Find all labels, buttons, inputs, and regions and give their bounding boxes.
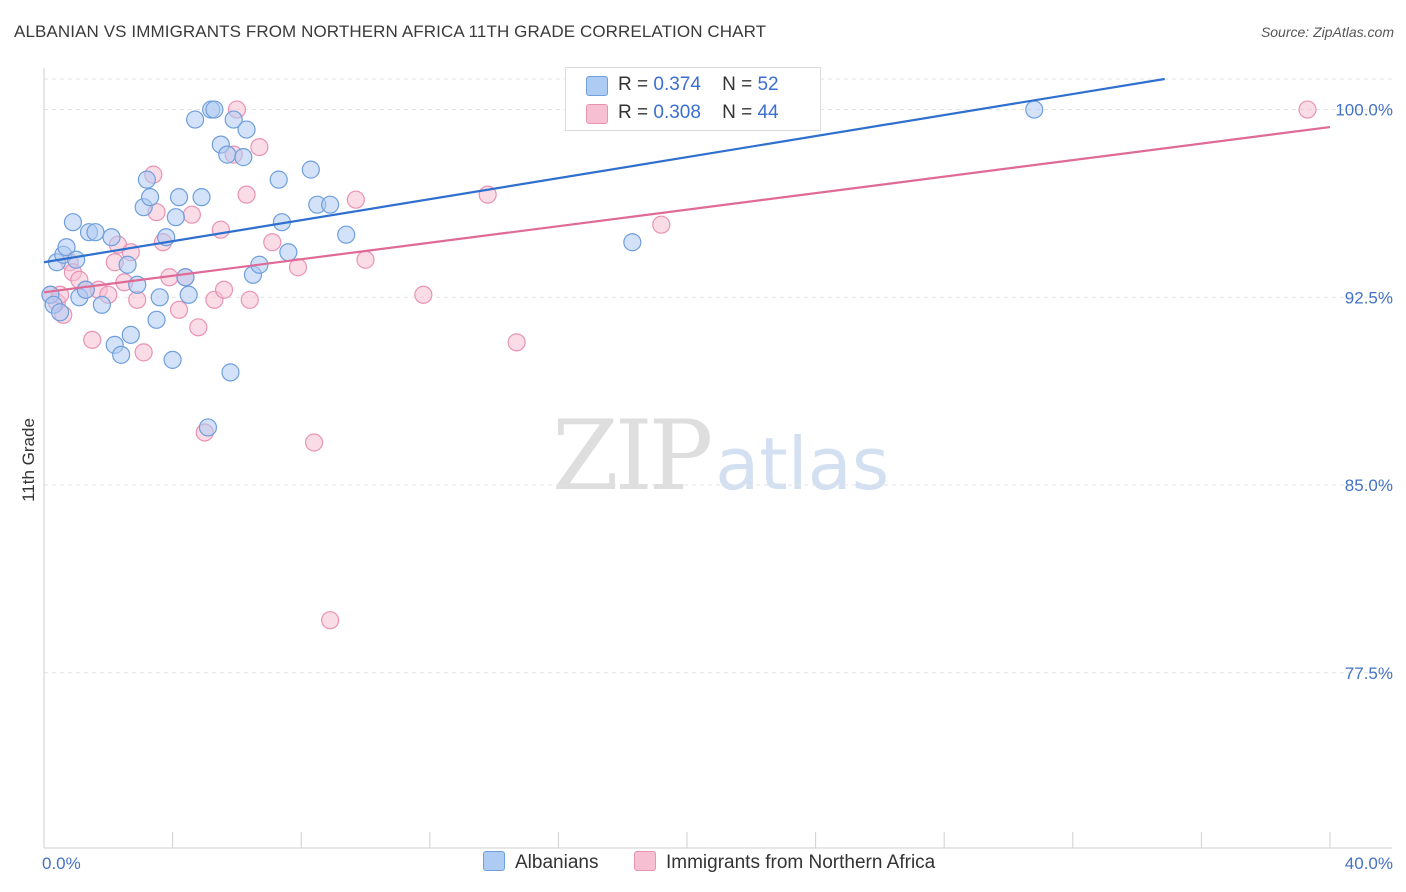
data-point [166, 208, 185, 227]
data-point [198, 418, 218, 437]
bottom-legend-label: Albanians [515, 852, 599, 873]
legend-r-value: 0.308 [653, 102, 701, 123]
legend-n-value: 44 [757, 102, 779, 123]
data-point [192, 188, 211, 207]
y-tick-label: 92.5% [1345, 288, 1393, 307]
data-point [50, 303, 70, 322]
legend-n-label: N = [722, 102, 753, 123]
data-point [321, 195, 340, 214]
data-point [163, 350, 182, 369]
data-point [321, 611, 340, 630]
data-point [121, 325, 140, 344]
data-point [147, 310, 166, 329]
data-point [279, 243, 298, 262]
bottom-legend-swatch-pink [634, 851, 656, 871]
data-point [346, 190, 365, 209]
watermark-zip: ZIP [552, 400, 713, 512]
data-point [269, 170, 288, 189]
data-point [86, 223, 105, 242]
data-point [237, 120, 256, 139]
data-point [304, 433, 324, 452]
trend-line [43, 125, 1331, 294]
data-point [205, 100, 224, 119]
gridlines [44, 78, 1392, 674]
data-point [67, 250, 86, 269]
data-point [301, 160, 320, 179]
data-point [118, 255, 137, 274]
data-point [507, 333, 526, 352]
data-point [150, 288, 169, 307]
data-point [356, 250, 375, 269]
watermark: ZIPatlas [552, 400, 889, 512]
data-point [1298, 100, 1317, 119]
data-point [182, 205, 201, 224]
series-blue-points [41, 100, 1044, 437]
bottom-legend-swatch-blue [483, 851, 505, 871]
data-point [134, 343, 153, 362]
data-point [263, 233, 282, 252]
legend-n-value: 52 [757, 74, 779, 95]
y-axis-label: 11th Grade [19, 418, 38, 502]
data-point [237, 185, 256, 204]
x-tick-label: 0.0% [42, 854, 81, 873]
data-point [186, 110, 205, 129]
legend-swatch-pink [586, 104, 608, 124]
legend-r-label: R = [618, 74, 649, 95]
data-point [623, 233, 642, 252]
legend-r-label: R = [618, 102, 649, 123]
source-label: Source: ZipAtlas.com [1260, 24, 1394, 40]
data-point [224, 110, 243, 129]
data-point [102, 228, 121, 247]
data-point [137, 170, 156, 189]
bottom-legend-label: Immigrants from Northern Africa [666, 852, 936, 873]
correlation-legend: R = 0.374 N = 52 R = 0.308 N = 44 [565, 67, 821, 131]
data-point [250, 137, 269, 157]
data-point [92, 295, 111, 314]
data-point [1025, 100, 1044, 119]
data-point [76, 280, 95, 299]
watermark-atlas: atlas [715, 422, 890, 506]
bottom-legend-albanians: Albanians [483, 851, 598, 874]
data-point [83, 330, 102, 349]
tick-labels: 100.0% 92.5% 85.0% 77.5% 0.0% 40.0% 11th Grade [19, 101, 1393, 873]
data-point [652, 215, 671, 234]
legend-swatch-blue [586, 76, 608, 96]
data-point [414, 285, 433, 304]
data-point [57, 238, 76, 257]
chart-title: ALBANIAN VS IMMIGRANTS FROM NORTHERN AFR… [14, 22, 767, 41]
data-point [176, 268, 195, 287]
data-point [169, 188, 189, 207]
data-point [211, 220, 230, 239]
data-point [221, 363, 240, 382]
data-point [112, 345, 131, 364]
data-point [240, 290, 259, 309]
axes [43, 68, 1392, 849]
data-point [63, 213, 83, 232]
data-point [234, 148, 253, 167]
data-point [140, 188, 160, 207]
bottom-legend-immigrants: Immigrants from Northern Africa [634, 851, 935, 874]
trend-lines [43, 77, 1331, 294]
y-tick-label: 77.5% [1345, 664, 1393, 683]
x-tick-label: 40.0% [1345, 854, 1393, 873]
data-point [169, 300, 189, 319]
data-point [218, 145, 237, 164]
data-point [337, 225, 356, 244]
data-point [179, 285, 198, 304]
legend-n-label: N = [722, 74, 753, 95]
legend-r-value: 0.374 [653, 74, 701, 95]
data-point [214, 280, 234, 299]
data-point [189, 318, 208, 337]
trend-line [43, 77, 1165, 264]
y-tick-label: 100.0% [1335, 101, 1393, 120]
y-tick-label: 85.0% [1345, 476, 1393, 495]
